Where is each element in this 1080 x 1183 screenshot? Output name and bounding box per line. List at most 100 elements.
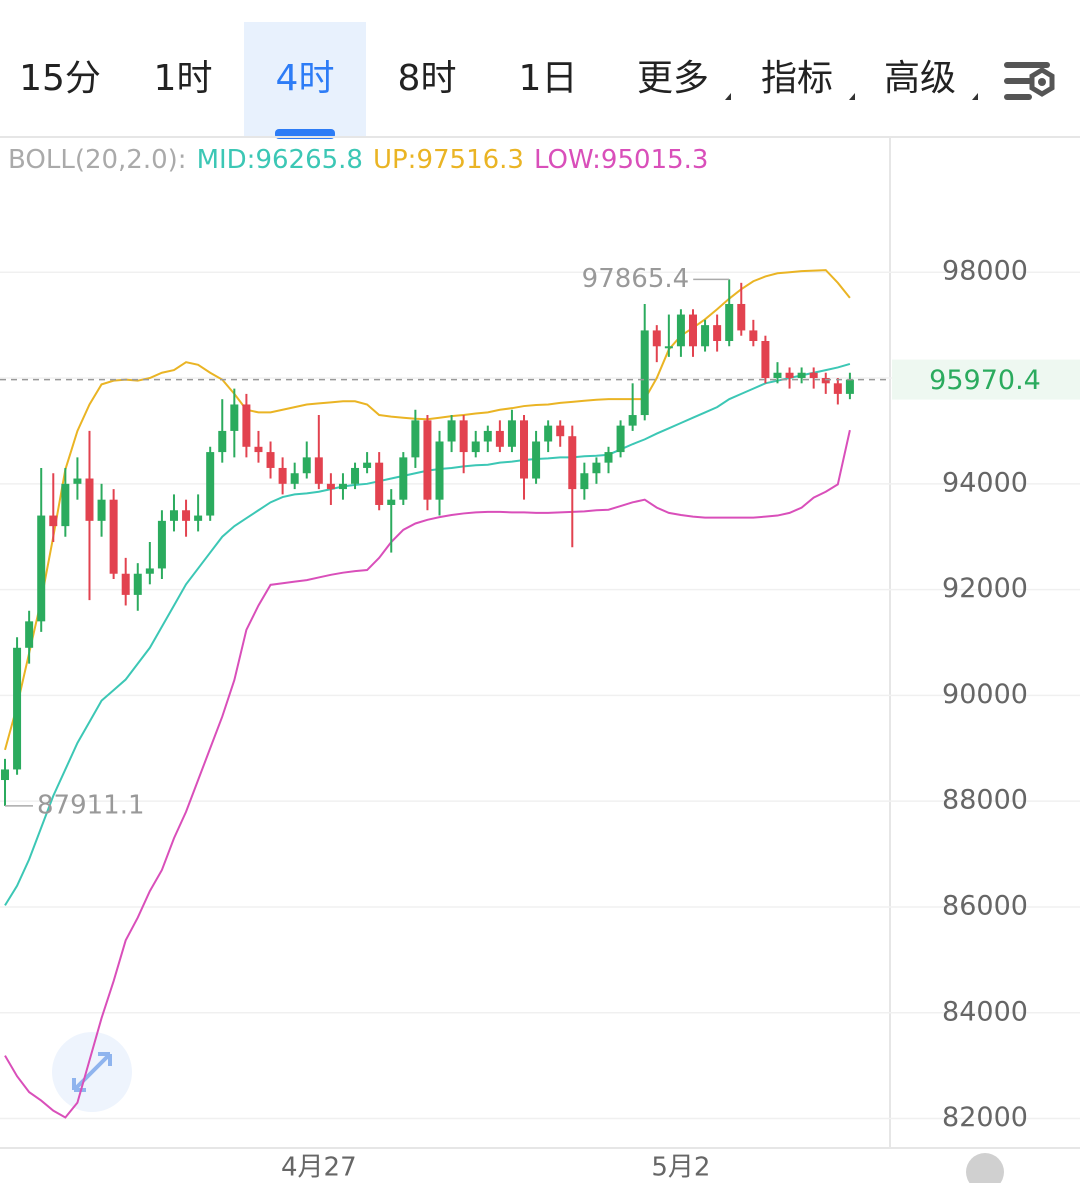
candle-body bbox=[556, 425, 565, 437]
legend-entry: MID:96265.8 bbox=[197, 145, 363, 175]
candle-body bbox=[49, 515, 58, 527]
tab[interactable]: 高级 bbox=[884, 58, 956, 99]
candle-body bbox=[809, 372, 818, 379]
candle-body bbox=[471, 441, 480, 453]
candle-body bbox=[459, 420, 468, 453]
last-price-box bbox=[892, 359, 1080, 400]
candle-body bbox=[821, 378, 830, 384]
tab[interactable]: 15分 bbox=[19, 58, 101, 99]
candle-body bbox=[375, 462, 384, 505]
candle-body bbox=[206, 452, 215, 516]
candle-body bbox=[254, 446, 263, 453]
candle-body bbox=[435, 441, 444, 500]
candle-body bbox=[833, 383, 842, 394]
candle-body bbox=[363, 462, 372, 468]
candle-body bbox=[326, 483, 335, 490]
candle-body bbox=[713, 325, 722, 341]
candle-body bbox=[109, 499, 118, 574]
y-tick-label: 92000 bbox=[942, 573, 1028, 604]
tab[interactable]: 4时 bbox=[276, 58, 335, 99]
candle-body bbox=[701, 325, 710, 347]
candle-body bbox=[797, 372, 806, 379]
tab[interactable]: 8时 bbox=[398, 58, 457, 99]
tab[interactable]: 1日 bbox=[519, 58, 578, 99]
candle-body bbox=[520, 420, 529, 479]
candle-body bbox=[182, 510, 191, 521]
candle-body bbox=[278, 467, 287, 484]
legend-entry: LOW:95015.3 bbox=[534, 145, 708, 175]
dropdown-caret bbox=[849, 93, 855, 100]
candle-body bbox=[447, 420, 456, 442]
candle-body bbox=[640, 330, 649, 416]
candle-body bbox=[242, 404, 251, 447]
last-price-label: 95970.4 bbox=[929, 365, 1041, 396]
candle-body bbox=[544, 425, 553, 442]
candle-body bbox=[13, 647, 22, 770]
candle-body bbox=[604, 452, 613, 463]
candle-body bbox=[169, 510, 178, 521]
candle-body bbox=[302, 457, 311, 474]
candle-body bbox=[411, 420, 420, 458]
min-label: 87911.1 bbox=[37, 790, 145, 820]
candle-body bbox=[73, 478, 82, 484]
candle-body bbox=[230, 404, 239, 431]
candle-body bbox=[121, 573, 130, 595]
candle-body bbox=[568, 436, 577, 490]
candle-body bbox=[157, 520, 166, 569]
candle-body bbox=[592, 462, 601, 474]
y-tick-label: 86000 bbox=[942, 890, 1028, 921]
y-tick-label: 82000 bbox=[942, 1102, 1028, 1133]
candle-body bbox=[664, 346, 673, 349]
x-tick-label: 4月27 bbox=[281, 1153, 357, 1183]
candle-body bbox=[785, 372, 794, 379]
candle-body bbox=[580, 473, 589, 490]
candle-body bbox=[351, 467, 360, 484]
candle-body bbox=[652, 330, 661, 347]
legend-entry: UP:97516.3 bbox=[373, 145, 524, 175]
candle-body bbox=[1, 769, 9, 781]
candle-body bbox=[338, 483, 347, 490]
candle-body bbox=[85, 478, 94, 521]
candle-body bbox=[483, 430, 492, 442]
candle-body bbox=[37, 515, 46, 622]
candle-body bbox=[25, 621, 34, 648]
candle-body bbox=[218, 430, 227, 453]
tab[interactable]: 指标 bbox=[761, 58, 833, 99]
active-tab-bg bbox=[244, 22, 366, 137]
candle-body bbox=[507, 420, 516, 447]
settings-icon[interactable] bbox=[1004, 62, 1055, 100]
candle-body bbox=[133, 573, 142, 595]
candle-body bbox=[761, 341, 770, 379]
candle-body bbox=[387, 499, 396, 505]
y-tick-label: 88000 bbox=[942, 785, 1028, 816]
legend-entry: BOLL(20,2.0): bbox=[8, 145, 187, 175]
tab[interactable]: 更多 bbox=[637, 58, 709, 99]
candle-body bbox=[314, 457, 323, 484]
tab[interactable]: 1时 bbox=[154, 58, 213, 99]
y-tick-label: 84000 bbox=[942, 996, 1028, 1027]
candle-body bbox=[845, 379, 854, 394]
candle-body bbox=[290, 473, 299, 484]
candle-body bbox=[97, 499, 106, 521]
candle-body bbox=[676, 314, 685, 347]
candle-body bbox=[773, 372, 782, 379]
y-tick-label: 90000 bbox=[942, 679, 1028, 710]
max-label: 97865.4 bbox=[582, 264, 690, 294]
candle-body bbox=[688, 314, 697, 347]
dropdown-caret bbox=[972, 93, 978, 100]
candle-body bbox=[495, 430, 504, 447]
candle-body bbox=[628, 415, 637, 426]
dropdown-caret bbox=[725, 93, 731, 100]
boll-line bbox=[4, 429, 851, 1119]
candle-body bbox=[423, 420, 432, 500]
y-tick-label: 98000 bbox=[942, 256, 1028, 287]
indicator-legend: BOLL(20,2.0): MID:96265.8 UP:97516.3 LOW:95… bbox=[8, 145, 708, 175]
k-button[interactable] bbox=[966, 1153, 1004, 1183]
candle-body bbox=[737, 303, 746, 331]
candle-body bbox=[145, 568, 154, 574]
candle-body bbox=[61, 483, 70, 527]
candle-body bbox=[532, 441, 541, 479]
candle-body bbox=[266, 452, 275, 468]
x-tick-label: 5月2 bbox=[651, 1153, 710, 1183]
